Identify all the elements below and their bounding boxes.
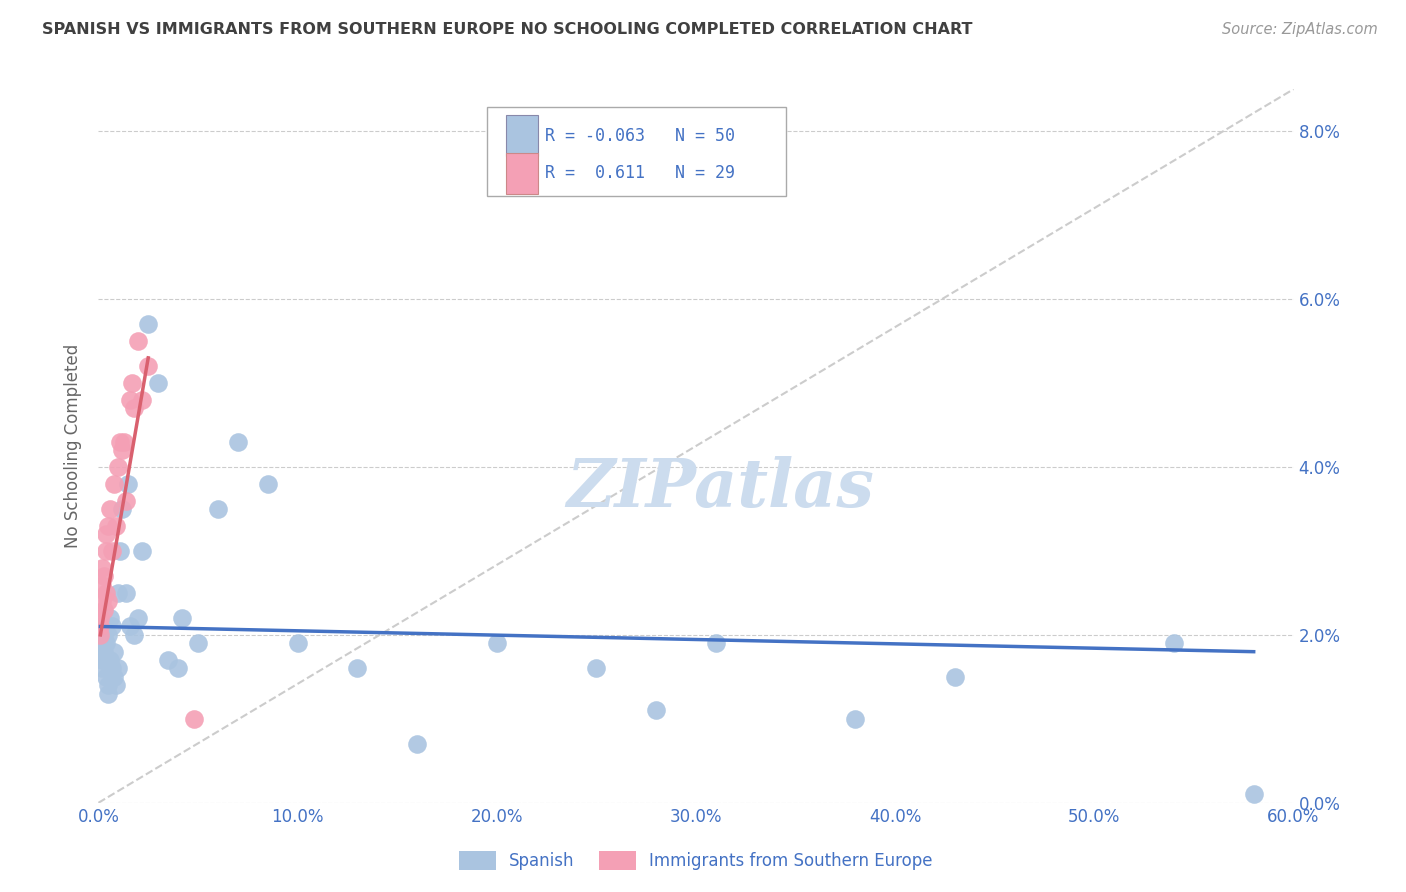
Y-axis label: No Schooling Completed: No Schooling Completed [65,344,83,548]
Point [1243,788,1265,802]
Point [97,518,120,533]
Point [183,712,205,726]
Point [485,636,508,650]
Point [207,502,229,516]
Point [105,678,128,692]
Point [97,687,120,701]
Point [91,577,114,591]
Point [136,318,159,332]
Point [110,544,132,558]
Point [89,628,111,642]
Text: R = -0.063   N = 50: R = -0.063 N = 50 [546,127,735,145]
Point [167,661,190,675]
Legend: Spanish, Immigrants from Southern Europe: Spanish, Immigrants from Southern Europe [453,844,939,877]
Point [101,661,124,675]
FancyBboxPatch shape [486,107,786,196]
Point [120,392,142,407]
Point [112,434,135,449]
Point [287,636,309,650]
Point [89,619,111,633]
Point [93,603,115,617]
Point [115,493,138,508]
Point [89,628,111,642]
Point [97,628,120,642]
Point [91,594,114,608]
FancyBboxPatch shape [506,115,538,156]
Point [107,460,129,475]
Point [96,670,118,684]
Point [101,619,124,633]
Point [89,636,111,650]
Point [406,737,429,751]
Point [96,586,118,600]
Point [187,636,209,650]
Point [91,653,114,667]
Point [107,661,129,675]
Point [100,502,122,516]
Point [97,594,120,608]
Point [103,645,125,659]
Point [1163,636,1185,650]
Point [127,334,149,348]
Text: Source: ZipAtlas.com: Source: ZipAtlas.com [1222,22,1378,37]
Point [100,653,122,667]
Point [115,586,138,600]
Point [89,645,111,659]
Text: ZIPatlas: ZIPatlas [567,457,873,521]
Point [117,476,139,491]
Point [256,476,278,491]
Point [136,359,159,374]
Point [844,712,866,726]
Point [124,628,146,642]
Point [103,476,125,491]
Point [111,502,134,516]
Point [226,434,249,449]
Point [148,376,170,390]
Point [111,443,134,458]
Point [96,527,118,541]
Point [585,661,607,675]
Point [105,518,128,533]
Point [97,678,120,692]
Point [131,392,153,407]
Text: SPANISH VS IMMIGRANTS FROM SOUTHERN EUROPE NO SCHOOLING COMPLETED CORRELATION CH: SPANISH VS IMMIGRANTS FROM SOUTHERN EURO… [42,22,973,37]
Point [127,611,149,625]
Point [91,560,114,574]
Point [101,544,124,558]
Point [93,645,115,659]
Point [704,636,727,650]
FancyBboxPatch shape [506,153,538,194]
Point [121,376,143,390]
Point [91,661,114,675]
Point [110,434,132,449]
Point [107,586,129,600]
Point [91,619,114,633]
Point [120,619,142,633]
Point [346,661,368,675]
Point [124,401,146,416]
Point [100,611,122,625]
Point [131,544,153,558]
Point [93,628,115,642]
Point [96,544,118,558]
Text: R =  0.611   N = 29: R = 0.611 N = 29 [546,164,735,182]
Point [93,569,115,583]
Point [172,611,194,625]
Point [645,703,668,717]
Point [96,636,118,650]
Point [103,670,125,684]
Point [943,670,966,684]
Point [89,611,111,625]
Point [157,653,180,667]
